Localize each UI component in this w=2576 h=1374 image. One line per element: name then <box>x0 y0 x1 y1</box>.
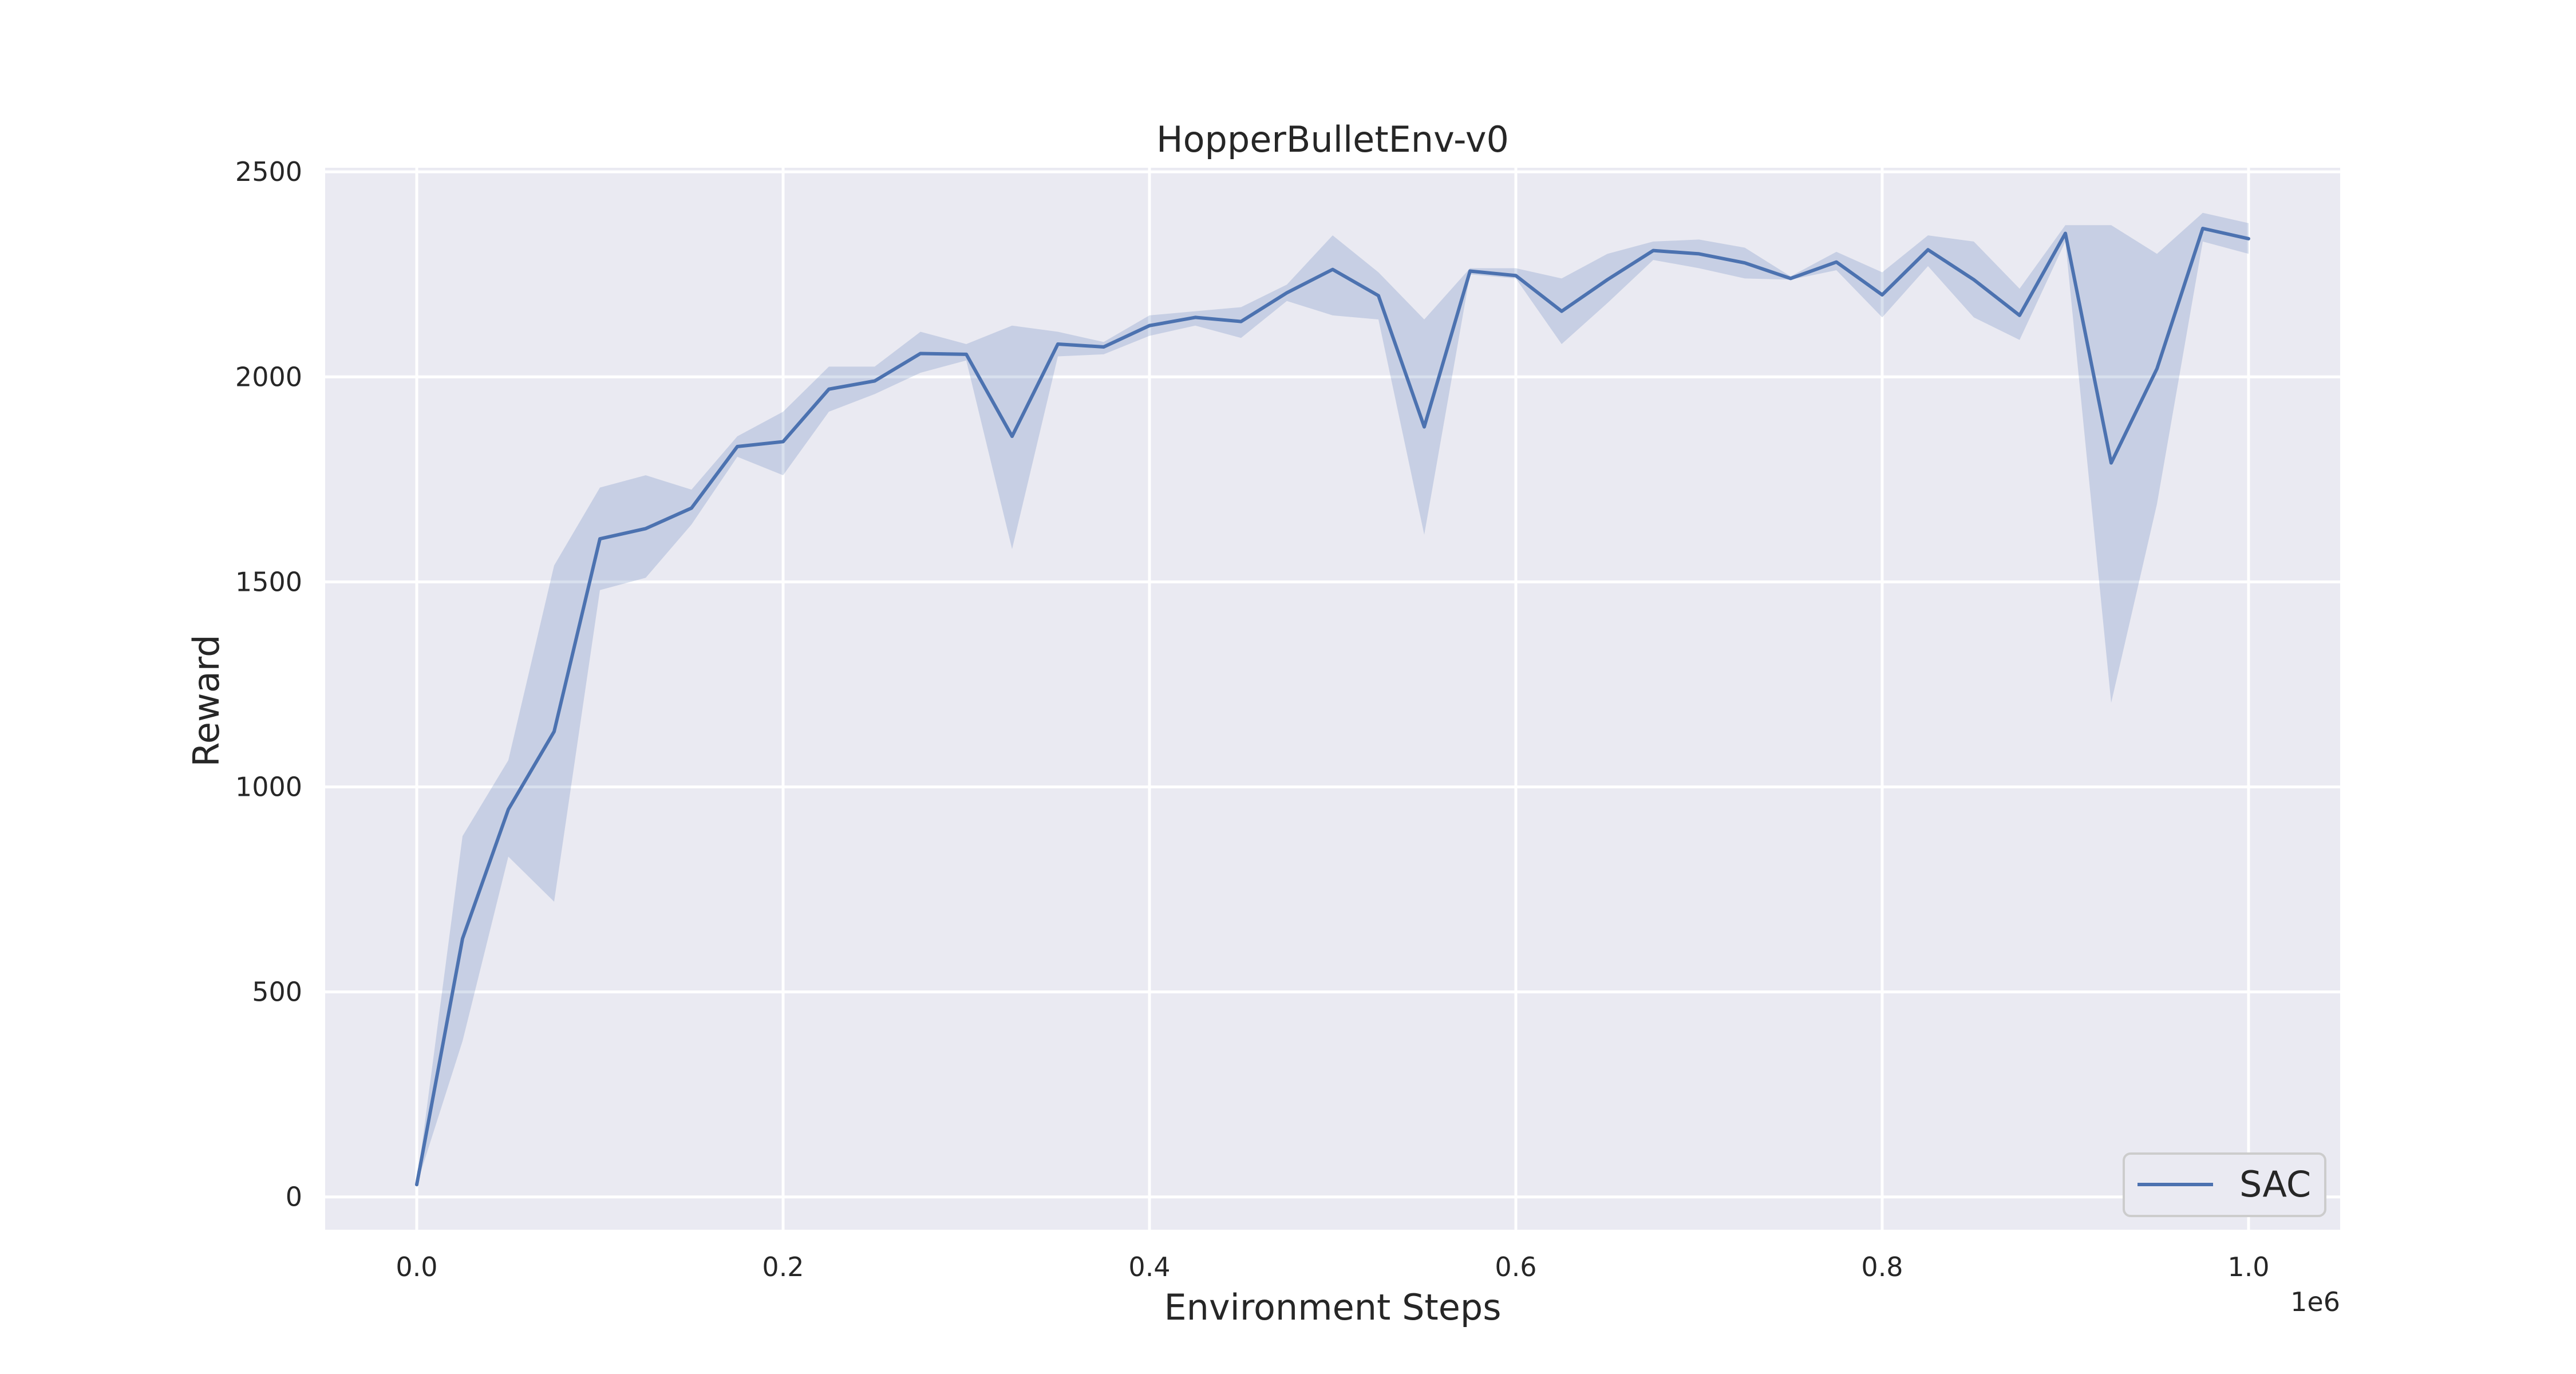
x-tick-label: 0.8 <box>1861 1251 1903 1282</box>
series-line-0 <box>415 227 2250 1187</box>
plot-background <box>325 168 2340 1230</box>
y-tick-label: 1500 <box>235 566 302 597</box>
y-tick-label: 500 <box>252 977 302 1008</box>
chart-title: HopperBulletEnv-v0 <box>1156 119 1509 160</box>
legend-label-sac: SAC <box>2239 1163 2311 1205</box>
tick-layer: 0.0 0.2 0.4 0.6 0.8 1.0 0 500 1000 1500 2000 2500 <box>235 156 2270 1282</box>
x-tick-label: 0.6 <box>1495 1251 1536 1282</box>
y-tick-label: 2500 <box>235 156 302 187</box>
x-tick-label: 1.0 <box>2227 1251 2269 1282</box>
x-axis-offset-label: 1e6 <box>2290 1286 2340 1317</box>
x-tick-label: 0.0 <box>396 1251 437 1282</box>
y-tick-label: 2000 <box>235 361 302 392</box>
legend: SAC <box>2123 1152 2326 1217</box>
legend-box <box>2123 1152 2326 1217</box>
y-tick-label: 0 <box>286 1182 302 1213</box>
x-tick-label: 0.2 <box>762 1251 804 1282</box>
grid-layer <box>325 168 2340 1230</box>
y-tick-label: 1000 <box>235 771 302 802</box>
series-layer <box>415 212 2250 1187</box>
x-tick-label: 0.4 <box>1128 1251 1170 1282</box>
y-axis-label: Reward <box>185 635 227 767</box>
x-axis-label: Environment Steps <box>1164 1286 1501 1328</box>
